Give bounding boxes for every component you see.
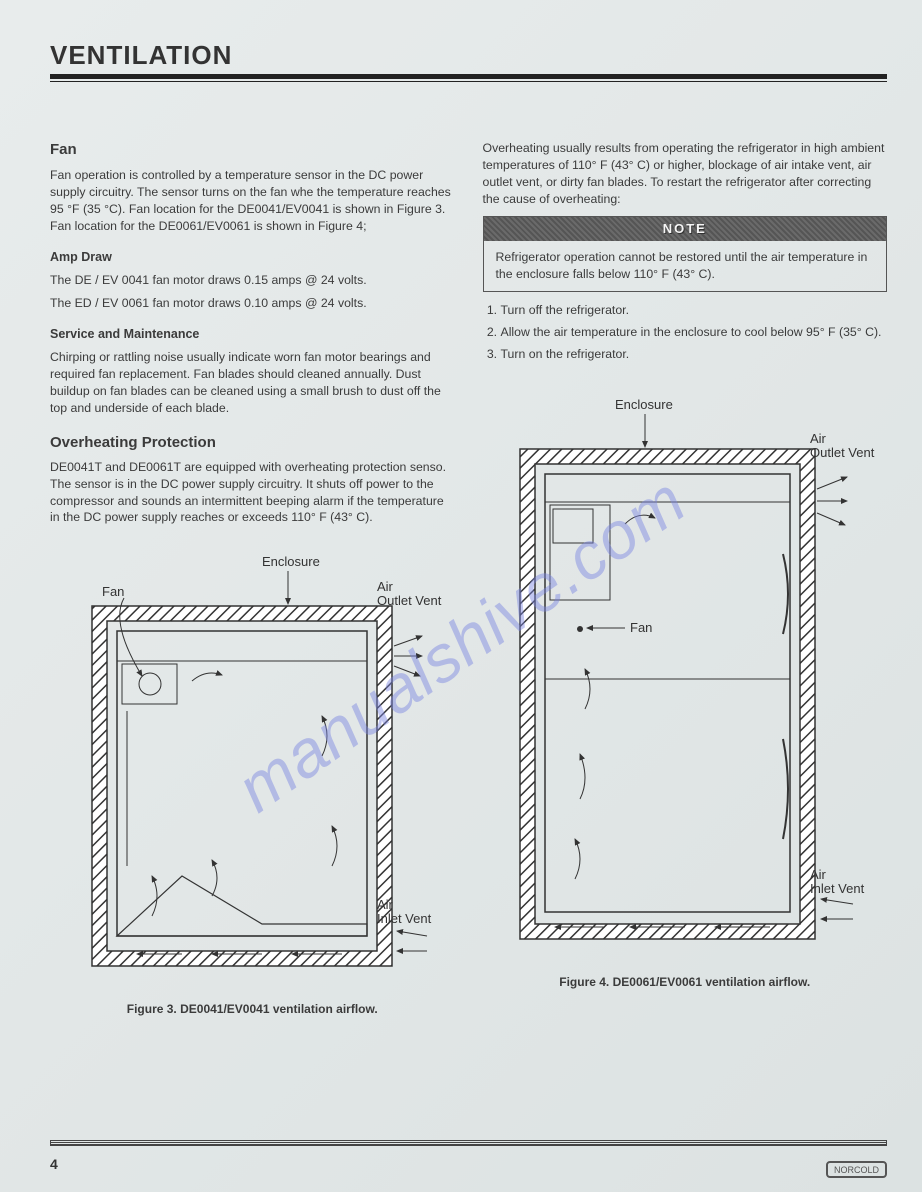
title-rule-thin (50, 81, 887, 82)
figure-3-caption: Figure 3. DE0041/EV0041 ventilation airf… (50, 1001, 455, 1018)
fig4-enclosure-label: Enclosure (615, 397, 673, 412)
footer-rule (50, 1140, 887, 1146)
page-title: VENTILATION (50, 40, 887, 74)
note-title: NOTE (484, 217, 887, 241)
right-column: Overheating usually results from operati… (483, 140, 888, 1018)
svg-text:AirInlet Vent: AirInlet Vent (810, 867, 865, 896)
step-1: Turn off the refrigerator. (501, 302, 888, 319)
overheat-paragraph: DE0041T and DE0061T are equipped with ov… (50, 459, 455, 527)
fan-heading: Fan (50, 140, 455, 161)
restart-steps: Turn off the refrigerator. Allow the air… (501, 302, 888, 363)
service-paragraph: Chirping or rattling noise usually indic… (50, 349, 455, 417)
amp-line-1: The DE / EV 0041 fan motor draws 0.15 am… (50, 272, 455, 289)
amp-draw-heading: Amp Draw (50, 249, 455, 266)
note-body: Refrigerator operation cannot be restore… (484, 241, 887, 291)
left-column: Fan Fan operation is controlled by a tem… (50, 140, 455, 1018)
svg-text:AirInlet Vent: AirInlet Vent (377, 897, 432, 926)
fig3-fan-label: Fan (102, 584, 124, 599)
fig4-fan-label: Fan (630, 620, 652, 635)
brand-logo: NORCOLD (826, 1161, 887, 1178)
svg-text:AirOutlet Vent: AirOutlet Vent (810, 431, 875, 460)
title-rule-thick (50, 74, 887, 79)
step-3: Turn on the refrigerator. (501, 346, 888, 363)
overheat-cause-paragraph: Overheating usually results from operati… (483, 140, 888, 208)
figure-4-wrap: Enclosure Fan AirOutlet Vent AirInlet Ve… (483, 379, 888, 991)
figure-4-caption: Figure 4. DE0061/EV0061 ventilation airf… (483, 974, 888, 991)
step-2: Allow the air temperature in the enclosu… (501, 324, 888, 341)
figure-3-diagram: Enclosure Fan AirOutlet Vent AirInlet Ve… (62, 536, 442, 986)
content-columns: Fan Fan operation is controlled by a tem… (50, 140, 887, 1018)
overheat-heading: Overheating Protection (50, 433, 455, 454)
svg-text:AirOutlet Vent: AirOutlet Vent (377, 579, 442, 608)
fan-paragraph: Fan operation is controlled by a tempera… (50, 167, 455, 235)
figure-3-wrap: Enclosure Fan AirOutlet Vent AirInlet Ve… (50, 536, 455, 1018)
page-number: 4 (50, 1156, 58, 1172)
service-heading: Service and Maintenance (50, 326, 455, 343)
note-box: NOTE Refrigerator operation cannot be re… (483, 216, 888, 292)
amp-line-2: The ED / EV 0061 fan motor draws 0.10 am… (50, 295, 455, 312)
fig3-enclosure-label: Enclosure (262, 554, 320, 569)
figure-4-diagram: Enclosure Fan AirOutlet Vent AirInlet Ve… (495, 379, 875, 959)
